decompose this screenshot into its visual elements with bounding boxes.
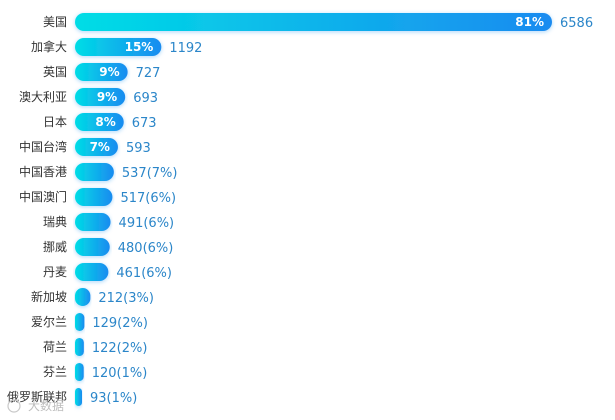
bar-row: 芬兰 120(1%) bbox=[43, 363, 147, 381]
category-label: 爱尔兰 bbox=[31, 314, 67, 329]
value-label: 212(3%) bbox=[98, 291, 154, 306]
bar bbox=[75, 313, 85, 331]
value-label: 93(1%) bbox=[90, 391, 137, 406]
bar bbox=[75, 238, 110, 256]
bar-row: 中国香港 537(7%) bbox=[19, 163, 178, 181]
percent-label: 9% bbox=[99, 65, 119, 79]
bars-layer: 美国 81% 6586 加拿大 15% 1192 英国 9% 727 澳大利亚 9% 693 日本 8% 6… bbox=[7, 13, 593, 406]
bar bbox=[75, 188, 113, 206]
category-label: 中国台湾 bbox=[19, 139, 67, 154]
value-label: 693 bbox=[133, 91, 158, 106]
category-label: 芬兰 bbox=[43, 365, 67, 379]
value-label: 1192 bbox=[169, 41, 202, 56]
percent-label: 9% bbox=[97, 90, 117, 104]
bar bbox=[75, 63, 128, 81]
bar bbox=[75, 113, 124, 131]
bar bbox=[75, 163, 114, 181]
bar-row: 中国澳门 517(6%) bbox=[19, 188, 176, 206]
bar-row: 加拿大 15% 1192 bbox=[31, 38, 202, 56]
bar-row: 俄罗斯联邦 93(1%) bbox=[7, 388, 137, 406]
bar bbox=[75, 388, 82, 406]
value-label: 6586 bbox=[560, 16, 593, 31]
bar bbox=[75, 13, 552, 31]
bar bbox=[75, 213, 111, 231]
bar-row: 美国 81% 6586 bbox=[43, 13, 593, 31]
watermark: 大数据 bbox=[7, 398, 64, 413]
category-label: 美国 bbox=[43, 15, 67, 29]
percent-label: 15% bbox=[125, 40, 154, 54]
bar-row: 荷兰 122(2%) bbox=[43, 338, 147, 356]
value-label: 593 bbox=[126, 141, 151, 156]
bar bbox=[75, 38, 162, 56]
value-label: 122(2%) bbox=[92, 341, 148, 356]
percent-label: 81% bbox=[515, 15, 544, 29]
value-label: 120(1%) bbox=[92, 366, 148, 381]
value-label: 129(2%) bbox=[92, 316, 148, 331]
category-label: 中国澳门 bbox=[19, 189, 67, 204]
bar-row: 中国台湾 7% 593 bbox=[19, 138, 151, 156]
category-label: 英国 bbox=[43, 65, 67, 79]
bar-row: 挪威 480(6%) bbox=[43, 238, 173, 256]
value-label: 537(7%) bbox=[122, 166, 178, 181]
bar bbox=[75, 88, 126, 106]
value-label: 517(6%) bbox=[120, 191, 176, 206]
category-label: 荷兰 bbox=[43, 340, 67, 354]
bar bbox=[75, 138, 118, 156]
category-label: 丹麦 bbox=[43, 265, 67, 279]
percent-label: 7% bbox=[90, 140, 110, 154]
watermark-text: 大数据 bbox=[28, 398, 64, 413]
bar-row: 新加坡 212(3%) bbox=[31, 288, 154, 306]
category-label: 俄罗斯联邦 bbox=[7, 390, 67, 404]
bar-row: 澳大利亚 9% 693 bbox=[19, 88, 158, 106]
category-label: 新加坡 bbox=[31, 289, 67, 304]
bar-row: 瑞典 491(6%) bbox=[43, 213, 174, 231]
bar-row: 丹麦 461(6%) bbox=[43, 263, 172, 281]
category-label: 加拿大 bbox=[31, 39, 67, 54]
value-label: 673 bbox=[132, 116, 157, 131]
value-label: 727 bbox=[136, 66, 161, 81]
category-label: 澳大利亚 bbox=[19, 90, 67, 104]
bar-row: 爱尔兰 129(2%) bbox=[31, 313, 148, 331]
value-label: 491(6%) bbox=[119, 216, 175, 231]
category-label: 挪威 bbox=[43, 240, 67, 254]
percent-label: 8% bbox=[95, 115, 115, 129]
category-label: 瑞典 bbox=[43, 215, 67, 229]
bar bbox=[75, 288, 91, 306]
value-label: 480(6%) bbox=[118, 241, 174, 256]
category-label: 中国香港 bbox=[19, 164, 67, 179]
bar bbox=[75, 263, 109, 281]
bar bbox=[75, 363, 84, 381]
bar-row: 日本 8% 673 bbox=[43, 113, 157, 131]
bar-row: 英国 9% 727 bbox=[43, 63, 160, 81]
category-label: 日本 bbox=[43, 115, 67, 129]
bar bbox=[75, 338, 84, 356]
value-label: 461(6%) bbox=[116, 266, 172, 281]
